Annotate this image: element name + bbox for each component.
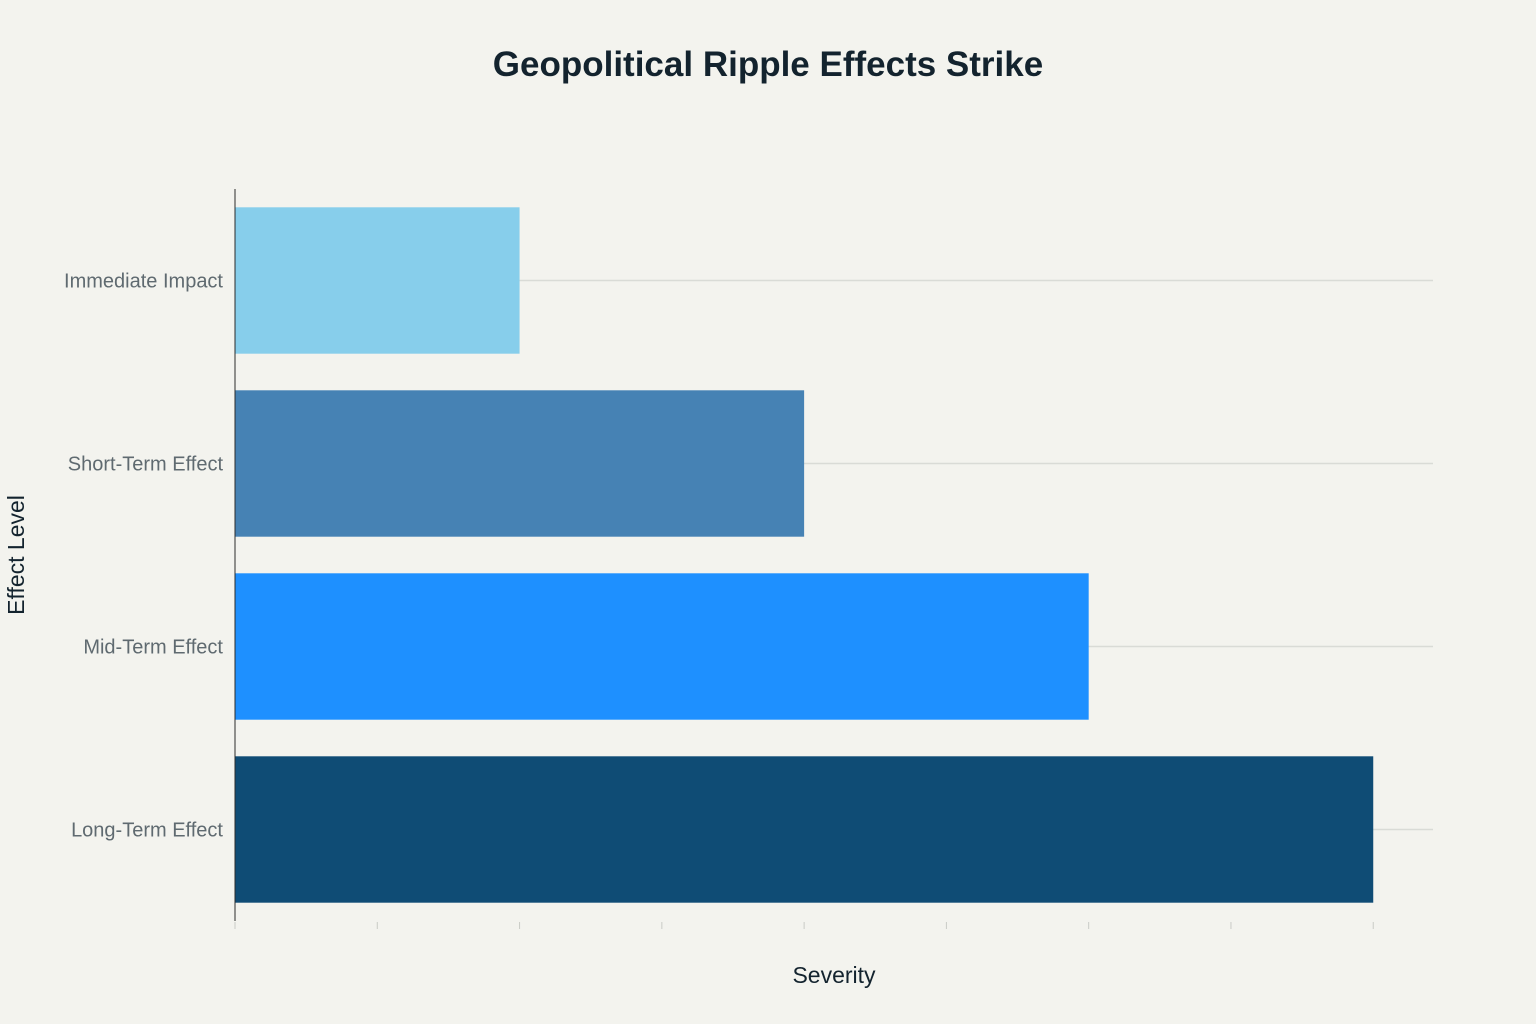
y-label-layer: Immediate Impact Short-Term Effect Mid-Ter… [64,271,223,842]
chart-title: Geopolitical Ripple Effects Strike [493,45,1043,84]
y-tick-label: Mid-Term Effect [83,637,223,659]
bar-short-term-effect [235,390,805,537]
y-tick-label: Long-Term Effect [71,820,223,842]
y-axis-title: Effect Level [3,495,29,615]
bar-long-term-effect [235,756,1374,903]
y-tick-label: Short-Term Effect [68,454,224,476]
x-axis-title: Severity [792,962,876,988]
bar-immediate-impact [235,207,520,354]
bar-layer [235,207,1374,903]
bar-mid-term-effect [235,573,1089,720]
y-tick-label: Immediate Impact [64,271,223,293]
grid-layer [235,279,1433,831]
x-tick-layer [234,922,1374,929]
